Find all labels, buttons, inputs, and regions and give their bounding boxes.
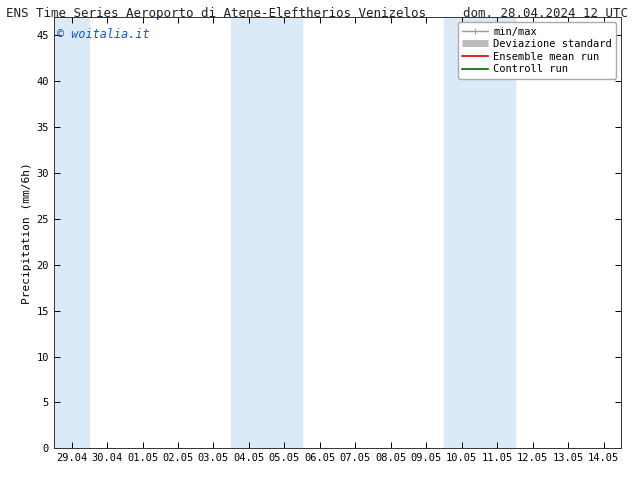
Bar (231, 17, 302, 448)
Y-axis label: Precipitation (mm/6h): Precipitation (mm/6h) (22, 162, 32, 304)
Legend: min/max, Deviazione standard, Ensemble mean run, Controll run: min/max, Deviazione standard, Ensemble m… (458, 23, 616, 78)
Text: © woitalia.it: © woitalia.it (56, 28, 150, 41)
Text: dom. 28.04.2024 12 UTC: dom. 28.04.2024 12 UTC (463, 7, 628, 21)
Bar (444, 17, 515, 448)
Bar (54, 17, 89, 448)
Text: ENS Time Series Aeroporto di Atene-Eleftherios Venizelos: ENS Time Series Aeroporto di Atene-Eleft… (6, 7, 426, 21)
